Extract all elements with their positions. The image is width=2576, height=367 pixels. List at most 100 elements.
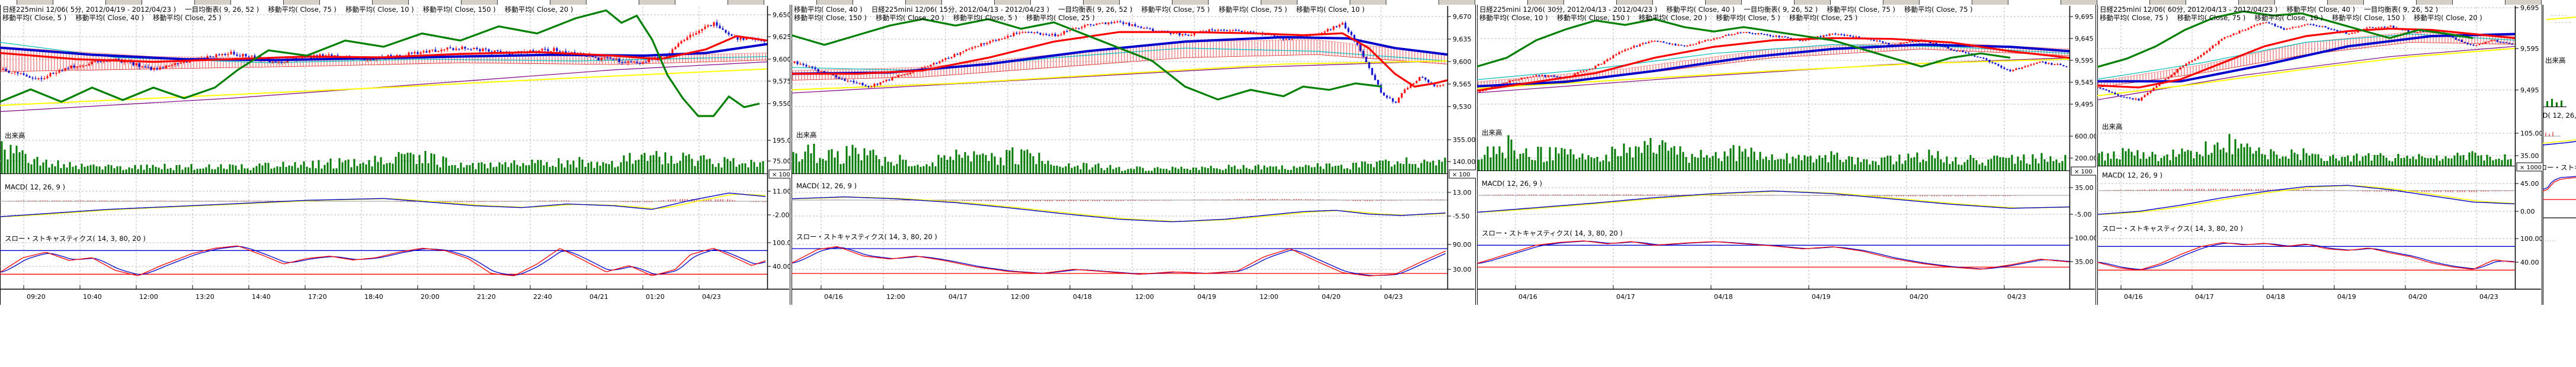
macd-chart[interactable] — [0, 193, 767, 217]
stoch-axis-label: 35.00 — [2075, 258, 2094, 266]
time-label: 04/20 — [1322, 293, 1341, 301]
price-axis-label: 9,565 — [1453, 81, 1472, 88]
time-label: 04/23 — [702, 293, 721, 301]
chart-title-line2: 移動平均( Close, 10 ) 移動平均( Close, 150 ) 移動平… — [1479, 14, 1857, 22]
volume-chart[interactable] — [0, 141, 767, 174]
x-axis: 04/1604/1704/1804/1904/2004/23 — [2121, 7, 2498, 301]
x-axis: 04/1604/1704/1804/1904/2004/23 — [1516, 7, 2026, 301]
time-label: 04/18 — [2266, 293, 2285, 301]
time-label: 04/17 — [949, 293, 967, 301]
chart-title-line1: 日経225mini 12/06( 5分, 2012/04/19 - 2012/0… — [2, 5, 573, 14]
trading-app-screen: 09:2010:4012:0013:2014:4017:2018:4020:00… — [0, 0, 2576, 367]
x-axis: 09:2010:4012:0013:2014:4017:2018:4020:00… — [24, 7, 721, 301]
price-axis-label: 9,670 — [1453, 13, 1472, 21]
stoch-axis-label: 90.00 — [1453, 241, 1472, 249]
panel-15min-window[interactable]: 04/1612:0004/1712:0004/1812:0004/1912:00… — [792, 0, 1476, 367]
time-label: 04/16 — [2124, 293, 2143, 301]
time-label: 04/19 — [1812, 293, 1831, 301]
macd-section-label: MACD( 12, 26, 9 ) — [2102, 171, 2162, 179]
partial-volume-label: 出来高 — [2545, 56, 2566, 65]
stoch-axis-label: 30.00 — [1453, 266, 1472, 273]
price-axis-label: 9,550 — [773, 100, 790, 108]
panel-header: 日経225mini 12/06( 30分, 2012/04/13 - 2012/… — [1479, 5, 1973, 22]
price-chart[interactable] — [1477, 19, 2069, 92]
y-axis: 9,6959,6459,5959,5459,495600.00200.0035.… — [2069, 6, 2096, 289]
volume-section-label: 出来高 — [2102, 123, 2123, 131]
panel-header: 日経225mini 12/06( 60分, 2012/04/13 - 2012/… — [2100, 5, 2482, 22]
price-chart[interactable] — [0, 11, 767, 117]
price-axis-label: 9,600 — [773, 56, 790, 63]
time-label: 20:00 — [421, 293, 440, 301]
price-axis-label: 9,695 — [2520, 4, 2539, 12]
panel-30min-window[interactable]: 04/1604/1704/1804/1904/2004/239,6959,645… — [1477, 0, 2096, 367]
time-label: 18:40 — [364, 293, 383, 301]
volume-chart[interactable] — [2097, 134, 2515, 166]
macd-axis-label: 0.00 — [2520, 208, 2535, 215]
macd-axis-label: -5.50 — [1453, 213, 1469, 220]
volume-axis-label: 195.00 — [773, 137, 790, 144]
price-axis-label: 9,575 — [773, 78, 790, 85]
panel-60min-window[interactable]: 04/1604/1704/1804/1904/2004/239,6959,595… — [2097, 0, 2542, 367]
price-axis-label: 9,650 — [773, 11, 790, 19]
macd-axis-label: -2.00 — [773, 211, 789, 219]
time-label: 17:20 — [308, 293, 327, 301]
time-label: 04/18 — [1073, 293, 1092, 301]
stochastics-chart[interactable] — [0, 246, 767, 276]
time-label: 12:00 — [1260, 293, 1279, 301]
partial-macd-label: MACD( 12, 26, 9 ) — [2543, 111, 2576, 120]
macd-chart[interactable] — [2097, 185, 2515, 214]
volume-axis-label: 35.00 — [2520, 152, 2539, 160]
partial-panel-window[interactable]: 出来高 MACD( 12, 26, 9 ) スロー・ストキャスティクス( 14, 3… — [2543, 0, 2576, 367]
volume-axis-label: 105.00 — [2520, 130, 2542, 137]
panel-5min-window[interactable]: 09:2010:4012:0013:2014:4017:2018:4020:00… — [0, 0, 790, 367]
price-chart[interactable] — [2097, 11, 2515, 101]
volume-chart[interactable] — [792, 144, 1447, 174]
macd-chart[interactable] — [1477, 191, 2069, 213]
time-label: 12:00 — [886, 293, 905, 301]
volume-section-label: 出来高 — [1482, 128, 1502, 137]
volume-axis-label: 355.00 — [1453, 136, 1476, 144]
macd-axis-label: 45.00 — [2520, 180, 2539, 188]
stochastics-chart[interactable] — [792, 247, 1447, 276]
stoch-axis-label: 100.00 — [773, 239, 790, 247]
stoch-section-label: スロー・ストキャスティクス( 14, 3, 80, 20 ) — [2102, 224, 2243, 233]
chart-title-line2: 移動平均( Close, 5 ) 移動平均( Close, 40 ) 移動平均(… — [2, 14, 222, 22]
macd-axis-label: 13.00 — [1453, 189, 1472, 197]
macd-section-label: MACD( 12, 26, 9 ) — [5, 183, 65, 191]
price-axis-label: 9,495 — [2520, 86, 2539, 94]
stoch-axis-label: 100.00 — [2520, 235, 2542, 243]
gridlines — [0, 15, 767, 266]
time-label: 04/17 — [1616, 293, 1635, 301]
price-axis-label: 9,635 — [1453, 36, 1472, 43]
y-axis: 9,650 9,625 9,600 9,575 9,550 195.00 75.00 11.0… — [767, 6, 790, 289]
chart-title-line1: 日経225mini 12/06( 30分, 2012/04/13 - 2012/… — [1479, 5, 1973, 14]
partial-stoch-label: スロー・ストキャスティクス( 14, 3, 80, 20 ) — [2543, 163, 2576, 172]
volume-chart[interactable] — [1477, 135, 2069, 170]
macd-axis-label: -5.00 — [2075, 211, 2091, 218]
volume-axis-label: 200.00 — [2075, 154, 2096, 162]
stochastics-chart[interactable] — [2097, 243, 2515, 271]
price-axis-label: 9,625 — [773, 33, 790, 41]
stoch-axis-label: 40.00 — [773, 263, 790, 271]
time-label: 04/19 — [1197, 293, 1216, 301]
time-label: 12:00 — [139, 293, 158, 301]
time-label: 04/23 — [2007, 293, 2026, 301]
time-label: 09:20 — [27, 293, 46, 301]
volume-section-label: 出来高 — [796, 131, 817, 139]
volume-axis-label: 75.00 — [773, 157, 790, 165]
macd-chart[interactable] — [792, 197, 1447, 222]
stochastics-chart[interactable] — [1477, 241, 2069, 269]
macd-section-label: MACD( 12, 26, 9 ) — [1482, 179, 1542, 188]
time-label: 04/21 — [589, 293, 608, 301]
price-axis-label: 9,600 — [1453, 58, 1472, 66]
time-label: 04/18 — [1714, 293, 1733, 301]
multiplier-text: × 100 — [772, 172, 790, 178]
price-axis-label: 9,495 — [2075, 101, 2094, 108]
macd-axis-label: 11.00 — [773, 188, 790, 195]
price-axis-label: 9,645 — [2075, 35, 2094, 43]
time-label: 13:20 — [196, 293, 214, 301]
time-label: 04/19 — [2337, 293, 2356, 301]
time-label: 04/20 — [2408, 293, 2427, 301]
gridlines — [792, 17, 1447, 269]
price-axis-label: 9,530 — [1453, 103, 1472, 111]
